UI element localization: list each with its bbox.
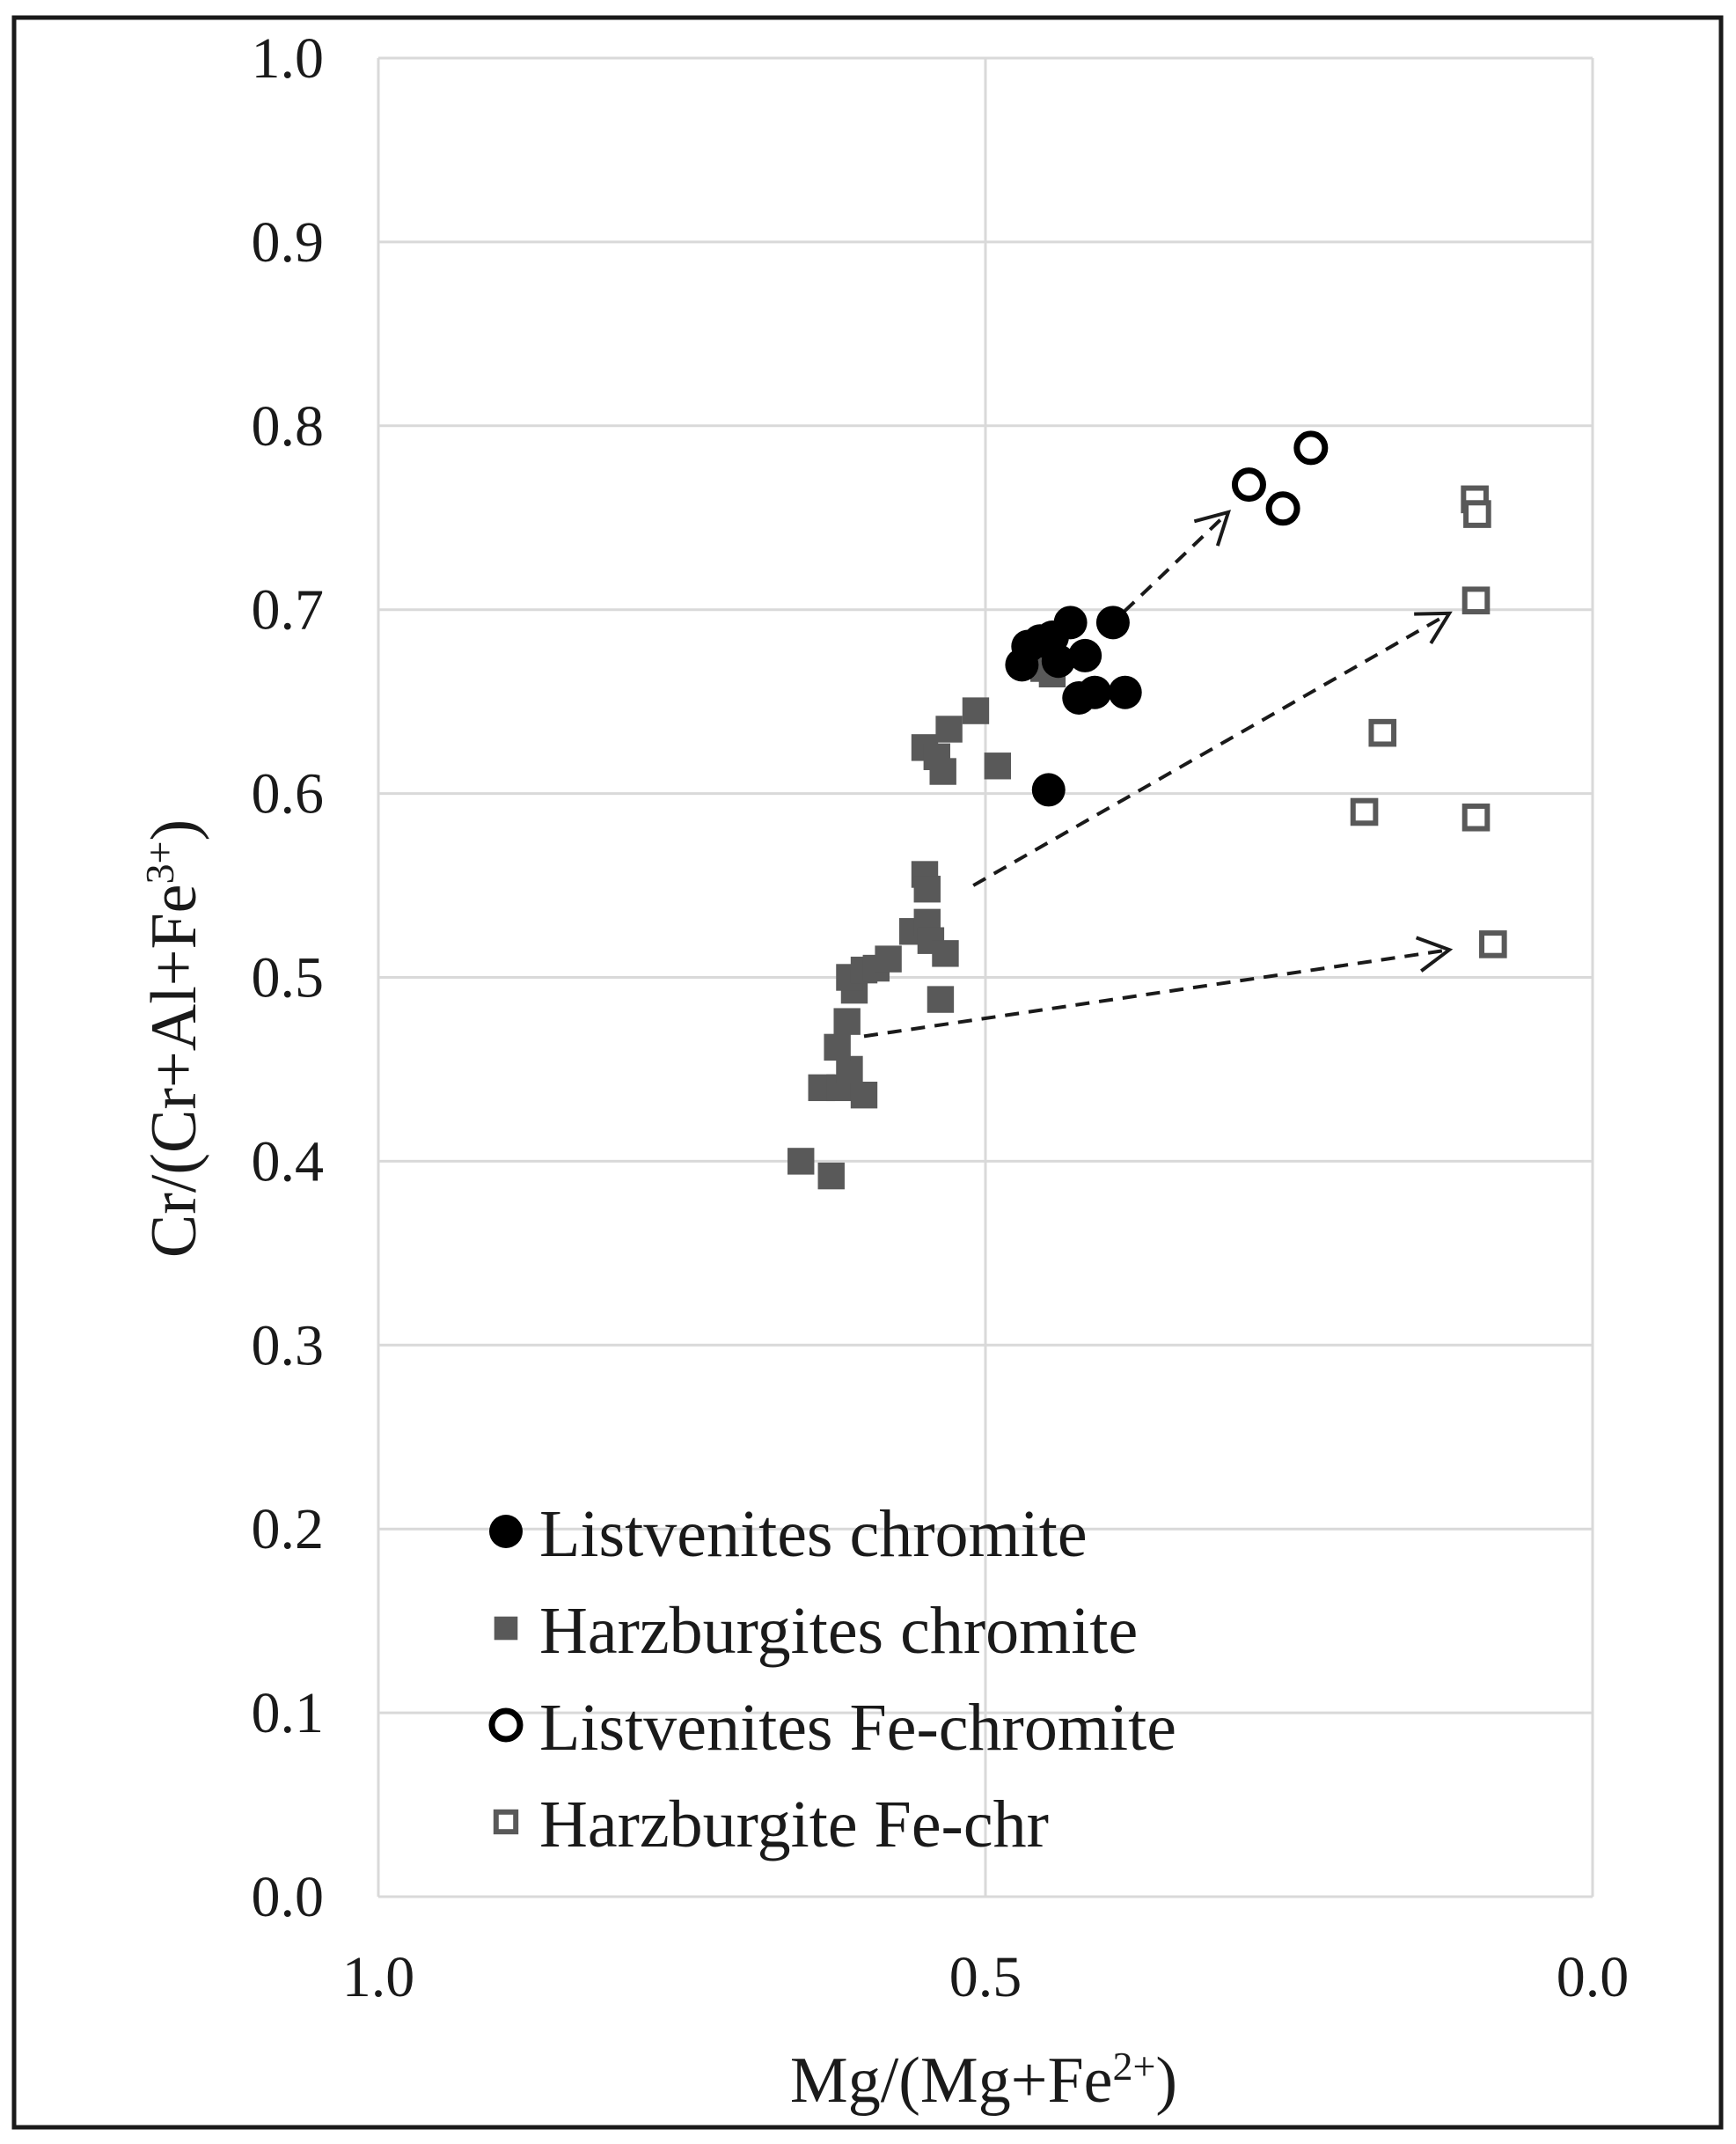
legend-label: Harzburgites chromite — [539, 1594, 1138, 1668]
legend-item: Harzburgites chromite — [494, 1594, 1138, 1668]
data-point — [1368, 718, 1397, 747]
data-point — [1265, 491, 1300, 526]
data-point — [1041, 644, 1075, 679]
x-axis-title: Mg/(Mg+Fe2+) — [790, 2044, 1177, 2118]
data-point — [1350, 797, 1379, 826]
legend-marker — [489, 1515, 523, 1548]
y-tick-label: 0.8 — [252, 394, 325, 459]
data-point — [1031, 773, 1066, 807]
trend-arrow — [972, 611, 1453, 887]
y-axis-title: Cr/(Cr+Al+Fe3+) — [137, 819, 211, 1258]
data-point — [1231, 467, 1266, 503]
data-point — [1078, 675, 1112, 709]
x-tick-label: 0.0 — [1557, 1945, 1630, 2009]
data-point — [1461, 586, 1491, 615]
y-tick-label: 0.9 — [252, 210, 325, 275]
data-point — [1293, 430, 1329, 466]
trend-arrow — [1105, 510, 1232, 630]
y-tick-label: 0.0 — [252, 1865, 325, 1929]
x-tick-labels: 1.0 0.5 0.0 — [342, 1945, 1630, 2009]
y-tick-label: 1.0 — [252, 26, 325, 91]
legend-label: Listvenites chromite — [539, 1497, 1088, 1571]
y-tick-label: 0.1 — [252, 1681, 325, 1745]
data-point — [913, 876, 941, 903]
legend-marker — [494, 1616, 518, 1641]
data-point — [833, 1008, 861, 1035]
legend: Listvenites chromite Harzburgites chromit… — [488, 1497, 1176, 1861]
data-point — [927, 986, 955, 1013]
trend-arrows — [863, 510, 1454, 1039]
data-point — [824, 1033, 851, 1061]
data-point — [850, 1081, 878, 1109]
y-tick-label: 0.6 — [252, 762, 325, 826]
data-point — [932, 940, 959, 967]
y-tick-label: 0.4 — [252, 1129, 325, 1193]
x-tick-label: 1.0 — [342, 1945, 415, 2009]
series-3 — [1350, 485, 1507, 958]
data-point — [962, 697, 990, 724]
trend-arrow — [863, 936, 1454, 1039]
data-point — [817, 1162, 845, 1190]
y-tick-label: 0.3 — [252, 1313, 325, 1377]
y-tick-label: 0.5 — [252, 946, 325, 1010]
legend-item: Harzburgite Fe-chr — [493, 1788, 1049, 1861]
data-point — [1461, 803, 1491, 832]
legend-label: Listvenites Fe-chromite — [539, 1691, 1176, 1765]
data-points — [787, 430, 1507, 1190]
series-0 — [1005, 606, 1142, 807]
grid — [377, 56, 1594, 1898]
series-2 — [1231, 430, 1329, 526]
data-point — [1108, 675, 1142, 709]
data-point — [1068, 638, 1102, 672]
y-tick-label: 0.2 — [252, 1497, 325, 1561]
y-tick-label: 0.7 — [252, 578, 325, 642]
legend-item: Listvenites Fe-chromite — [488, 1691, 1176, 1765]
data-point — [984, 753, 1011, 780]
data-point — [929, 758, 956, 785]
legend-marker — [493, 1809, 519, 1835]
chart-frame — [11, 15, 1724, 2130]
legend-item: Listvenites chromite — [489, 1497, 1088, 1571]
data-point — [935, 716, 963, 743]
data-point — [1479, 930, 1507, 958]
y-tick-labels: 0.0 0.1 0.2 0.3 0.4 0.5 0.6 0.7 0.8 0.9 1.0 — [252, 26, 325, 1929]
data-point — [1095, 606, 1130, 640]
data-point — [875, 945, 902, 973]
data-point — [787, 1148, 815, 1175]
legend-marker — [488, 1707, 524, 1743]
series-1 — [787, 647, 1066, 1190]
x-tick-label: 0.5 — [949, 1945, 1022, 2009]
data-point — [1053, 606, 1088, 640]
data-point — [1463, 500, 1491, 528]
legend-label: Harzburgite Fe-chr — [539, 1788, 1049, 1861]
